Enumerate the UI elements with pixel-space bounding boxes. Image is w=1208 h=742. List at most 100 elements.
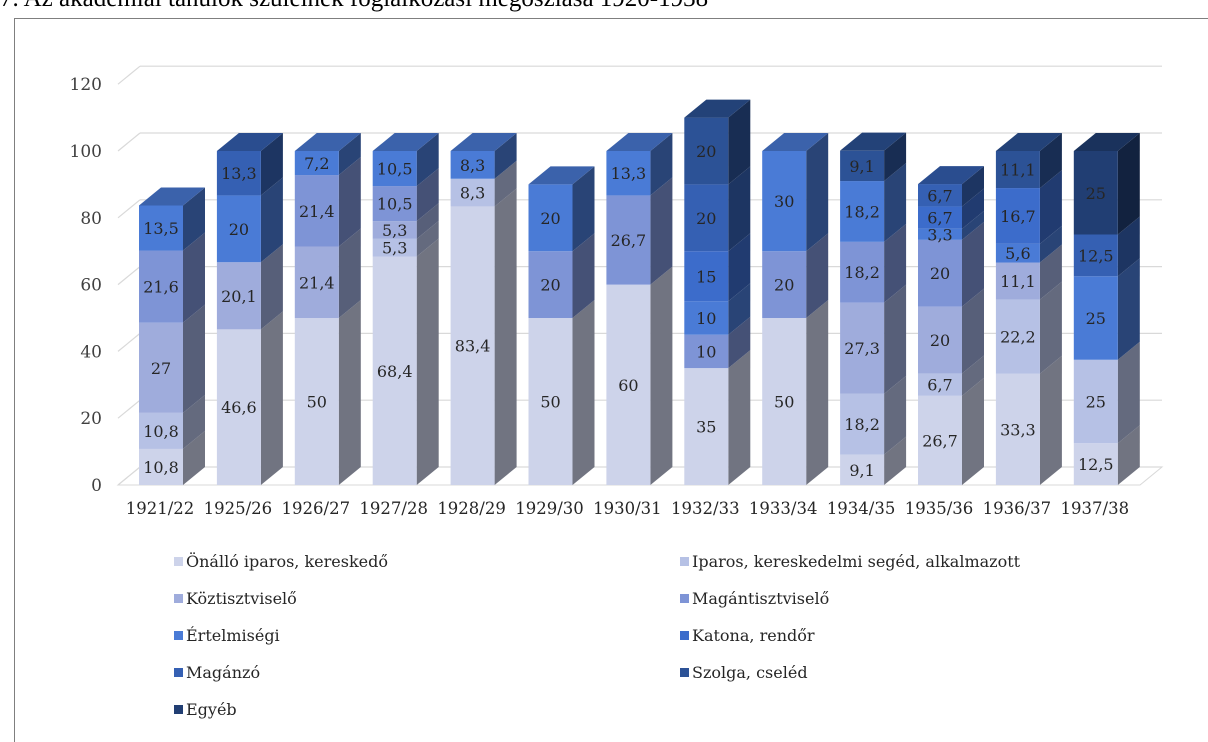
- bar-stack: 46,6 20,1 20 13,3: [216, 133, 283, 485]
- bar-top: [840, 132, 907, 151]
- bar-segment: [840, 241, 885, 303]
- gridline-side: [117, 132, 141, 152]
- legend-label: Magántisztviselő: [692, 589, 830, 608]
- gridline-side: [117, 199, 141, 219]
- bar-segment: [840, 302, 885, 394]
- data-label: 12,5: [1078, 455, 1114, 474]
- bar-side: [1039, 244, 1062, 300]
- bar-side: [416, 168, 439, 222]
- data-label: 5,3: [382, 239, 407, 258]
- bar-stack: 50 20 30: [762, 133, 829, 485]
- legend-item: Önálló iparos, kereskedő: [174, 552, 388, 571]
- bar-top: [684, 99, 751, 118]
- data-label: 20: [930, 331, 950, 350]
- gridline-side: [117, 266, 141, 286]
- bar-segment: [1073, 234, 1118, 277]
- bar-side: [1039, 170, 1062, 244]
- bar-side: [338, 133, 361, 176]
- data-label: 3,3: [927, 225, 952, 244]
- bar-segment: [528, 251, 573, 318]
- bar-segment: [139, 322, 183, 413]
- data-label: 9,1: [849, 157, 874, 176]
- bar-segment: [528, 318, 573, 485]
- bar-segment: [840, 150, 885, 182]
- bar-side: [650, 133, 673, 196]
- y-tick-label: 20: [80, 409, 102, 429]
- bar-side: [728, 166, 751, 252]
- bar-segment: [684, 184, 729, 252]
- bar-side: [260, 311, 283, 485]
- bar-segment: [684, 117, 729, 185]
- legend-label: Iparos, kereskedelmi segéd, alkalmazott: [692, 552, 1021, 571]
- bar-side: [884, 163, 907, 242]
- data-label: 18,2: [844, 202, 880, 221]
- legend-label: Egyéb: [186, 700, 237, 719]
- legend-swatch: [174, 594, 183, 603]
- bar-side: [1039, 281, 1062, 374]
- bar-segment: [995, 373, 1040, 485]
- legend-item: Magántisztviselő: [680, 589, 829, 608]
- bar-stack: 68,4 5,35,3 10,5 10,5: [372, 133, 439, 485]
- bar-segment: [450, 206, 495, 485]
- y-tick-label: 40: [80, 342, 102, 362]
- data-label: 15: [696, 267, 716, 286]
- data-label: 46,6: [221, 398, 257, 417]
- data-label: 16,7: [1000, 207, 1036, 226]
- data-label: 26,7: [922, 431, 958, 450]
- data-label: 20: [229, 220, 249, 239]
- bar-segment: [216, 195, 261, 263]
- bar-segment: [995, 243, 1040, 263]
- bar-stack: 60 26,7 13,3: [606, 133, 673, 485]
- bar-side: [1117, 133, 1140, 235]
- bar-top: [762, 133, 829, 151]
- bar-side: [884, 132, 907, 182]
- bar-segment: [1073, 276, 1118, 360]
- bar-segment: [995, 299, 1040, 374]
- bar-side: [338, 300, 361, 485]
- bar-side: [962, 188, 984, 229]
- legend-item: Köztisztviselő: [174, 589, 297, 608]
- data-label: 30: [774, 192, 794, 211]
- bar-segment: [684, 301, 729, 335]
- gridline-side: [117, 332, 141, 352]
- data-label: 20: [540, 209, 560, 228]
- bar-side: [494, 133, 517, 179]
- data-label: 27: [151, 359, 171, 378]
- data-label: 5,3: [382, 221, 407, 240]
- bar-side: [572, 166, 595, 252]
- bar-side: [416, 238, 439, 485]
- bar-side: [260, 177, 283, 263]
- bar-segment: [918, 206, 962, 229]
- bar-side: [728, 316, 751, 369]
- x-tick-label: 1928/29: [437, 499, 506, 518]
- data-label: 11,1: [1000, 161, 1036, 180]
- bar-segment: [1073, 443, 1118, 485]
- data-label: 9,1: [849, 461, 874, 480]
- bar-segment: [1073, 151, 1118, 235]
- bar-segment: [372, 238, 417, 257]
- x-tick-label: 1935/36: [905, 499, 974, 518]
- bar-side: [962, 210, 984, 240]
- x-tick-label: 1936/37: [983, 499, 1052, 518]
- bar-stack: 50 20 20: [528, 166, 595, 485]
- bar-segment: [840, 181, 885, 242]
- gridline-side: [117, 65, 141, 85]
- bar-top: [372, 133, 439, 151]
- data-label: 35: [696, 418, 716, 437]
- gridline-side: [117, 399, 141, 419]
- bar-top: [1073, 133, 1140, 151]
- data-label: 5,6: [1005, 244, 1030, 263]
- legend-label: Köztisztviselő: [186, 589, 297, 608]
- bar-side: [260, 244, 283, 330]
- bar-segment: [918, 395, 962, 485]
- bar-segment: [995, 151, 1040, 189]
- bar-side: [884, 223, 907, 303]
- bar-segment: [294, 246, 339, 318]
- data-label: 10,5: [377, 195, 413, 214]
- bar-segment: [762, 251, 807, 318]
- bar-side: [884, 284, 907, 394]
- data-label: 6,7: [927, 376, 952, 395]
- data-label: 20: [540, 276, 560, 295]
- data-label: 50: [774, 393, 794, 412]
- data-label: 18,2: [844, 263, 880, 282]
